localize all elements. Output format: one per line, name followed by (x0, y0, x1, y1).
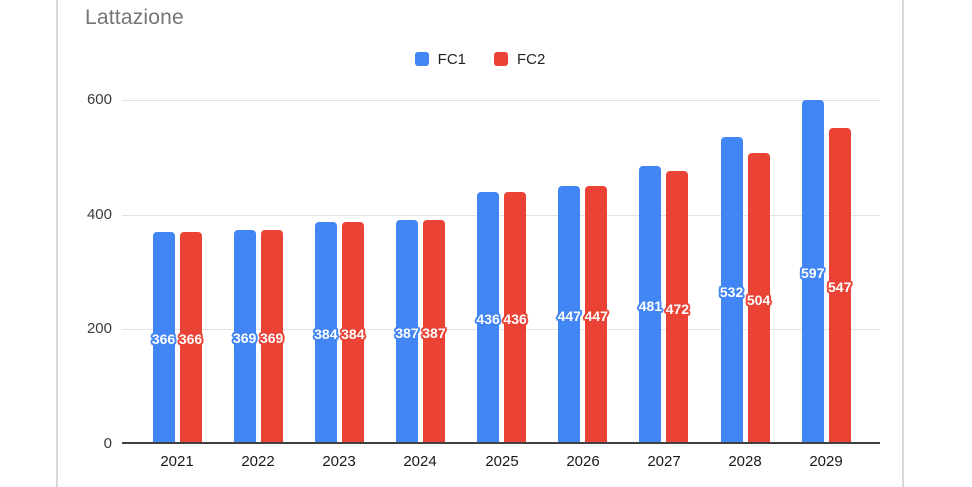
bar-label-fc1-2026: 447 (557, 308, 581, 324)
bar-label-fc1-2023: 384 (314, 326, 338, 342)
bar-fc2-2024[interactable] (423, 220, 445, 442)
x-axis-label: 2026 (566, 453, 600, 470)
bar-label-fc2-2029: 547 (828, 279, 852, 295)
bar-label-fc2-2026: 447 (584, 308, 608, 324)
gridline (122, 100, 880, 101)
chart-title: Lattazione (85, 6, 184, 29)
legend-item-fc1[interactable]: FC1 (414, 50, 466, 68)
bar-fc1-2029[interactable] (802, 100, 824, 442)
bar-fc1-2024[interactable] (396, 220, 418, 442)
bar-label-fc1-2028: 532 (719, 283, 744, 300)
gridline (122, 215, 880, 216)
bar-fc1-2025[interactable] (477, 192, 499, 442)
bar-label-fc2-2025: 436 (503, 311, 527, 327)
bar-fc1-2028[interactable] (721, 137, 743, 442)
chart-card[interactable]: Lattazione FC1 FC2 366 366 369 369 384 384 387 3… (56, 0, 904, 487)
x-axis-label: 2023 (322, 453, 356, 470)
gridline (122, 329, 880, 330)
x-axis-label: 2024 (403, 453, 437, 470)
bar-label-fc2-2027: 472 (665, 300, 690, 317)
bar-fc2-2025[interactable] (504, 192, 526, 442)
bar-fc1-2026[interactable] (558, 186, 580, 442)
x-axis-label: 2027 (647, 453, 681, 470)
bar-label-fc2-2024: 387 (422, 325, 446, 341)
bar-label-fc1-2029: 597 (801, 265, 825, 281)
bar-label-fc1-2025: 436 (476, 311, 500, 327)
bar-label-fc2-2028: 504 (746, 291, 771, 308)
legend-swatch (414, 52, 429, 66)
bar-fc2-2029[interactable] (829, 128, 851, 442)
bar-label-fc1-2022: 369 (232, 330, 257, 346)
y-axis-label: 200 (86, 320, 112, 337)
bar-fc1-2023[interactable] (315, 222, 337, 442)
x-axis-label: 2022 (241, 453, 275, 470)
bar-fc2-2021[interactable] (180, 232, 202, 442)
bar-fc2-2027[interactable] (666, 171, 688, 442)
bar-label-fc2-2021: 366 (178, 331, 203, 347)
chart-legend: FC1 FC2 (58, 50, 902, 68)
bar-label-fc1-2021: 366 (151, 331, 176, 347)
x-axis-label: 2029 (809, 453, 843, 470)
y-axis-label: 600 (86, 91, 112, 108)
legend-label: FC2 (517, 50, 546, 68)
bar-fc2-2028[interactable] (748, 153, 770, 442)
bar-fc1-2022[interactable] (234, 230, 256, 442)
bar-label-fc2-2023: 384 (341, 326, 365, 342)
bar-fc1-2021[interactable] (153, 232, 175, 442)
x-axis-label: 2021 (160, 453, 194, 470)
x-axis-label: 2025 (485, 453, 519, 470)
bar-fc2-2026[interactable] (585, 186, 607, 442)
plot-area: 366 366 369 369 384 384 387 387 436 436 447 447 481 4… (122, 100, 880, 444)
y-axis-label: 0 (103, 435, 112, 452)
bar-fc2-2022[interactable] (261, 230, 283, 442)
bar-label-fc1-2024: 387 (395, 325, 419, 341)
bar-fc1-2027[interactable] (639, 166, 661, 442)
bar-fc2-2023[interactable] (342, 222, 364, 442)
bar-label-fc2-2022: 369 (259, 330, 284, 346)
y-axis-label: 400 (86, 206, 112, 223)
legend-label: FC1 (437, 50, 466, 68)
bar-label-fc1-2027: 481 (638, 298, 663, 314)
legend-item-fc2[interactable]: FC2 (494, 51, 545, 68)
x-axis-label: 2028 (728, 453, 762, 470)
legend-swatch (494, 52, 508, 66)
